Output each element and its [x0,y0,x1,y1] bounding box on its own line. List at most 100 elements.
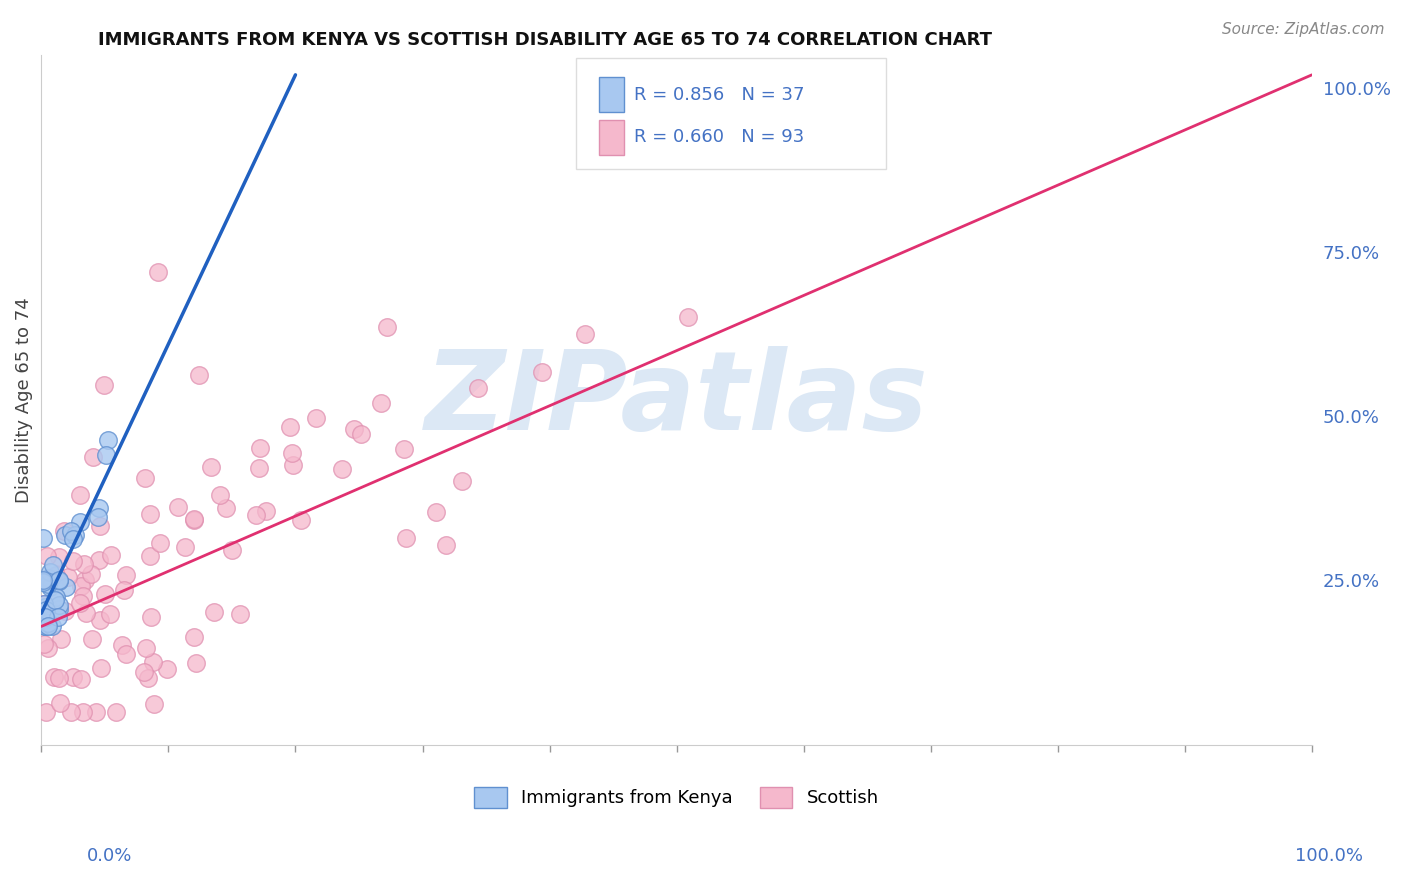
Point [100,549,122,563]
Point [215,501,238,516]
Point [89,614,111,628]
Point [451,474,474,488]
Point [434,537,457,551]
Point [281,458,304,473]
Point [94,448,117,462]
Point [115,568,138,582]
Point [75,606,97,620]
Point [34,614,56,628]
Text: IMMIGRANTS FROM KENYA VS SCOTTISH DISABILITY AGE 65 TO 74 CORRELATION CHART: IMMIGRANTS FROM KENYA VS SCOTTISH DISABI… [98,31,993,49]
Point [53,604,76,618]
Point [183,512,205,526]
Point [148,535,170,549]
Point [202,606,225,620]
Point [104,705,127,719]
Point [90,661,112,675]
Point [136,671,159,685]
Point [135,640,157,655]
Point [35,549,58,564]
Point [53,528,76,542]
Point [62,532,84,546]
Point [80,567,103,582]
Point [44,591,66,605]
Text: R = 0.856   N = 37: R = 0.856 N = 37 [634,86,804,103]
Point [31,609,53,624]
Point [467,381,489,395]
Point [52,524,75,538]
Point [87,501,110,516]
Point [143,697,166,711]
Point [184,657,207,671]
Point [70,579,93,593]
Point [89,518,111,533]
Point [35,705,58,719]
Point [48,602,70,616]
Point [73,573,96,587]
Point [48,598,70,612]
Point [56,570,79,584]
Point [173,541,195,555]
Point [278,420,301,434]
Point [72,589,94,603]
Point [87,553,110,567]
Point [41,619,63,633]
Point [48,671,70,685]
Point [48,574,70,588]
Point [37,571,59,585]
Point [281,445,304,459]
Point [37,577,59,591]
Point [139,610,162,624]
Point [115,647,138,661]
Point [209,488,232,502]
Point [37,641,59,656]
Point [134,471,156,485]
Point [82,632,104,647]
Legend: Immigrants from Kenya, Scottish: Immigrants from Kenya, Scottish [467,780,886,815]
Point [375,320,398,334]
Point [330,462,353,476]
Point [31,531,53,545]
Point [394,531,416,545]
Point [69,488,91,502]
Point [65,528,87,542]
Point [34,619,56,633]
Point [34,599,56,614]
Point [48,609,70,624]
Point [62,670,84,684]
Point [132,665,155,679]
Text: ZIPatlas: ZIPatlas [425,346,928,453]
Point [290,513,312,527]
Text: Source: ZipAtlas.com: Source: ZipAtlas.com [1222,22,1385,37]
Point [44,593,66,607]
Point [156,662,179,676]
Point [72,557,94,571]
Point [62,554,84,568]
Point [148,265,170,279]
Point [42,558,65,573]
Point [82,450,104,464]
Point [343,421,366,435]
Point [42,670,65,684]
Point [183,630,205,644]
Point [32,597,55,611]
Point [183,513,205,527]
Point [370,396,392,410]
Point [48,573,70,587]
Point [69,673,91,687]
Point [245,508,267,522]
Point [394,442,416,456]
Point [305,410,328,425]
Point [32,637,55,651]
Point [84,705,107,719]
Point [94,587,117,601]
Point [166,500,188,515]
Point [254,504,277,518]
Text: R = 0.660   N = 93: R = 0.660 N = 93 [634,128,804,146]
Point [31,573,53,587]
Point [37,619,59,633]
Point [678,310,700,325]
Point [138,549,160,563]
Point [49,632,72,646]
Point [142,656,165,670]
Point [93,377,115,392]
